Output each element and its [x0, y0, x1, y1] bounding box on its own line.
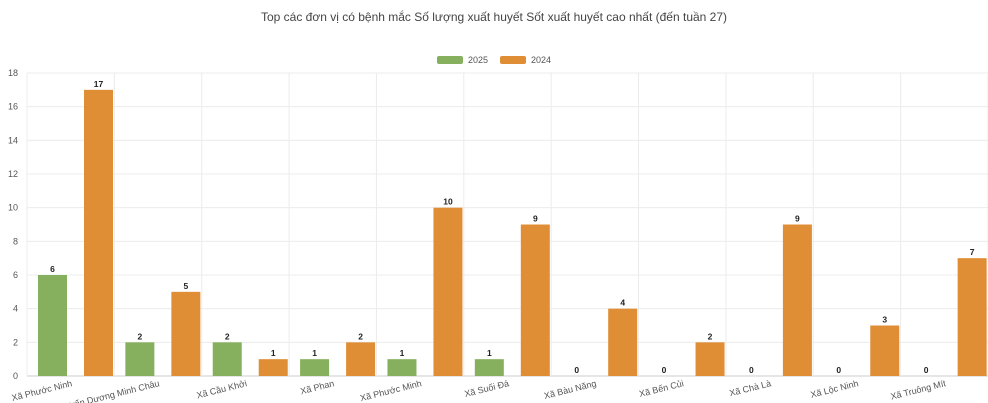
bar-2025 — [474, 359, 504, 376]
bar-2024 — [870, 325, 900, 376]
bar-2024 — [171, 291, 201, 376]
x-tick-label: Xã Bàu Năng — [543, 378, 597, 401]
data-label-2025: 1 — [312, 348, 317, 358]
data-label-2024: 3 — [882, 315, 887, 325]
y-tick-label: 16 — [8, 102, 18, 112]
legend-swatch-2024 — [500, 56, 526, 64]
x-tick-label: Xã Phước Ninh — [11, 378, 74, 403]
legend-item-2024[interactable]: 2024 — [500, 55, 551, 65]
data-label-2025: 0 — [924, 365, 929, 375]
legend-label-2025: 2025 — [467, 55, 488, 65]
bar-2024 — [433, 207, 463, 376]
y-tick-label: 6 — [13, 270, 18, 280]
bar-2025 — [125, 342, 155, 376]
data-label-2025: 1 — [400, 348, 405, 358]
data-label-2025: 0 — [662, 365, 667, 375]
x-tick-label: Xã Chà Là — [728, 378, 772, 398]
data-label-2024: 5 — [183, 281, 188, 291]
x-tick-label: Xã Cầu Khởi — [196, 378, 248, 400]
x-tick-label: Xã Suối Đá — [463, 378, 510, 399]
data-label-2024: 2 — [358, 331, 363, 341]
data-label-2025: 0 — [836, 365, 841, 375]
bar-2024 — [957, 258, 987, 376]
bar-2025 — [387, 359, 417, 376]
x-tick-label: Xã Lộc Ninh — [809, 378, 859, 400]
data-label-2024: 4 — [620, 298, 625, 308]
data-label-2024: 2 — [708, 331, 713, 341]
data-label-2025: 6 — [50, 264, 55, 274]
bar-2024 — [346, 342, 376, 376]
data-label-2025: 2 — [137, 331, 142, 341]
bar-2024 — [608, 308, 638, 376]
bar-2024 — [520, 224, 550, 376]
data-label-2024: 9 — [533, 214, 538, 224]
y-tick-label: 10 — [8, 203, 18, 213]
data-label-2024: 7 — [970, 247, 975, 257]
bar-2024 — [84, 89, 113, 376]
bar-2024 — [695, 342, 725, 376]
data-label-2025: 0 — [749, 365, 754, 375]
y-tick-label: 8 — [13, 236, 18, 246]
data-label-2024: 17 — [94, 79, 104, 89]
y-tick-label: 4 — [13, 304, 18, 314]
bar-2025 — [300, 359, 330, 376]
x-tick-label: Xã Bến Củi — [638, 378, 685, 399]
legend-item-2025[interactable]: 2025 — [436, 55, 488, 65]
data-label-2024: 1 — [271, 348, 276, 358]
x-tick-label: Xã Phan — [299, 378, 335, 396]
x-tick-label: Xã Truông Mít — [890, 378, 948, 401]
bar-2024 — [258, 359, 288, 376]
chart-legend: 2025 2024 — [0, 55, 988, 65]
data-label-2025: 1 — [487, 348, 492, 358]
legend-swatch-2025 — [436, 56, 463, 64]
y-tick-label: 0 — [13, 371, 18, 381]
y-tick-label: 12 — [8, 169, 18, 179]
bar-2024 — [782, 224, 812, 376]
data-label-2025: 2 — [225, 331, 230, 341]
y-tick-label: 2 — [13, 337, 18, 347]
bar-2025 — [38, 275, 67, 376]
data-label-2024: 10 — [443, 197, 453, 207]
data-label-2024: 9 — [795, 214, 800, 224]
x-tick-label: Xã Phước Minh — [359, 378, 423, 403]
data-label-2025: 0 — [574, 365, 579, 375]
legend-label-2024: 2024 — [531, 55, 552, 65]
chart-title: Top các đơn vị có bệnh mắc Số lượng xuất… — [260, 10, 728, 24]
y-tick-label: 14 — [8, 135, 18, 145]
y-tick-label: 18 — [8, 68, 18, 78]
bar-2025 — [212, 342, 242, 376]
